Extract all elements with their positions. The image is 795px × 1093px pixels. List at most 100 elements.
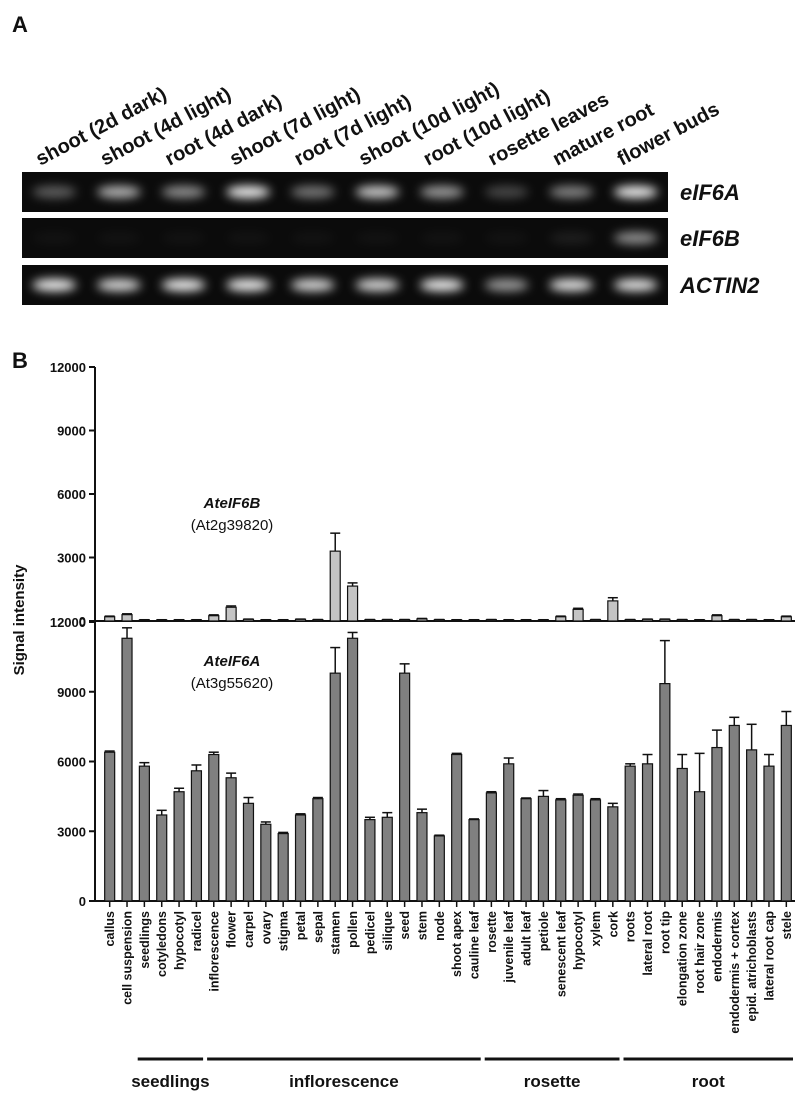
gel-band xyxy=(485,232,529,244)
panel-label: B xyxy=(12,348,28,373)
bar xyxy=(243,619,253,621)
y-tick-label: 9000 xyxy=(57,424,86,439)
x-tick-label: stigma xyxy=(277,910,291,951)
gel-band xyxy=(97,279,141,291)
bar xyxy=(590,800,600,901)
bar xyxy=(278,620,288,621)
bar xyxy=(781,725,791,901)
gel-band xyxy=(549,279,593,291)
bar xyxy=(434,620,444,621)
bar xyxy=(174,620,184,621)
x-tick-label: elongation zone xyxy=(676,911,690,1006)
bar xyxy=(590,620,600,621)
x-tick-label: stele xyxy=(780,911,794,940)
x-tick-label: roots xyxy=(624,911,638,942)
gel-band xyxy=(97,232,141,244)
bar xyxy=(660,684,670,901)
bar xyxy=(729,620,739,621)
x-tick-label: cotyledons xyxy=(155,911,169,977)
bar xyxy=(608,807,618,901)
gel-band xyxy=(355,279,399,291)
gene-label: ACTIN2 xyxy=(679,273,760,298)
x-tick-label: hypocotyl xyxy=(173,911,187,970)
gel-band xyxy=(420,279,464,291)
x-tick-label: carpel xyxy=(242,911,256,948)
bar xyxy=(348,586,358,621)
x-tick-label: silique xyxy=(381,911,395,951)
gene-label: eIF6B xyxy=(680,226,740,251)
group-label: inflorescence xyxy=(289,1072,399,1091)
bar xyxy=(504,764,514,901)
gel-band xyxy=(226,186,270,198)
x-tick-label: shoot apex xyxy=(450,911,464,977)
gene-label: eIF6A xyxy=(680,180,740,205)
group-label: root xyxy=(692,1072,725,1091)
bar xyxy=(712,616,722,621)
x-tick-label: senescent leaf xyxy=(554,910,568,997)
x-tick-label: hypocotyl xyxy=(572,911,586,970)
bar xyxy=(608,601,618,621)
gel-band xyxy=(32,186,76,198)
bar xyxy=(521,620,531,621)
bar xyxy=(677,768,687,901)
bar xyxy=(105,617,115,621)
bar xyxy=(400,620,410,621)
bar xyxy=(469,820,479,901)
x-tick-label: callus xyxy=(103,911,117,946)
y-tick-label: 6000 xyxy=(57,755,86,770)
gel-band xyxy=(614,279,658,291)
y-tick-label: 3000 xyxy=(57,551,86,566)
bar xyxy=(764,620,774,621)
y-tick-label: 3000 xyxy=(57,824,86,839)
bar xyxy=(695,620,705,621)
bar xyxy=(660,619,670,621)
y-tick-label: 12000 xyxy=(50,615,86,630)
gel-band xyxy=(226,279,270,291)
x-tick-label: juvenile leaf xyxy=(502,910,516,983)
x-tick-label: cell suspension xyxy=(121,911,135,1005)
bar xyxy=(191,620,201,621)
gel-band xyxy=(420,186,464,198)
x-tick-label: xylem xyxy=(589,911,603,946)
bar xyxy=(625,620,635,621)
bar xyxy=(226,607,236,621)
gel-band xyxy=(226,232,270,244)
annotation: AteIF6A xyxy=(203,653,261,670)
bar xyxy=(434,836,444,901)
figure: A B Signal intensity shoot (2d dark)shoo… xyxy=(0,0,795,1093)
x-tick-label: lateral root cap xyxy=(762,911,776,1001)
bar xyxy=(365,620,375,621)
bar xyxy=(573,609,583,621)
bar xyxy=(209,616,219,621)
page: {"figure": {"panel_a_label": "A", "panel… xyxy=(0,0,795,1093)
bar xyxy=(226,778,236,901)
bar xyxy=(313,620,323,621)
bar xyxy=(452,620,462,621)
x-tick-label: endodermis xyxy=(710,911,724,982)
x-tick-label: stem xyxy=(415,911,429,940)
bar xyxy=(157,815,167,901)
bar xyxy=(452,755,462,901)
x-tick-label: epid. atrichoblasts xyxy=(745,911,759,1021)
bar xyxy=(191,771,201,901)
bar xyxy=(382,817,392,901)
x-tick-label: endodermis + cortex xyxy=(728,911,742,1034)
bar xyxy=(643,764,653,901)
x-tick-label: petal xyxy=(294,911,308,940)
gel-band xyxy=(291,279,335,291)
bar xyxy=(625,766,635,901)
y-tick-label: 9000 xyxy=(57,685,86,700)
gel-band xyxy=(485,186,529,198)
x-tick-label: adult leaf xyxy=(520,910,534,966)
bar xyxy=(313,799,323,901)
panel-label: A xyxy=(12,12,28,37)
bar xyxy=(209,755,219,901)
x-tick-label: rosette xyxy=(485,911,499,953)
gel-band xyxy=(614,186,658,198)
x-tick-label: root hair zone xyxy=(693,911,707,994)
x-tick-label: pollen xyxy=(346,911,360,948)
bar xyxy=(538,620,548,621)
x-tick-label: radicel xyxy=(190,911,204,951)
bar xyxy=(712,748,722,901)
bar xyxy=(469,620,479,621)
